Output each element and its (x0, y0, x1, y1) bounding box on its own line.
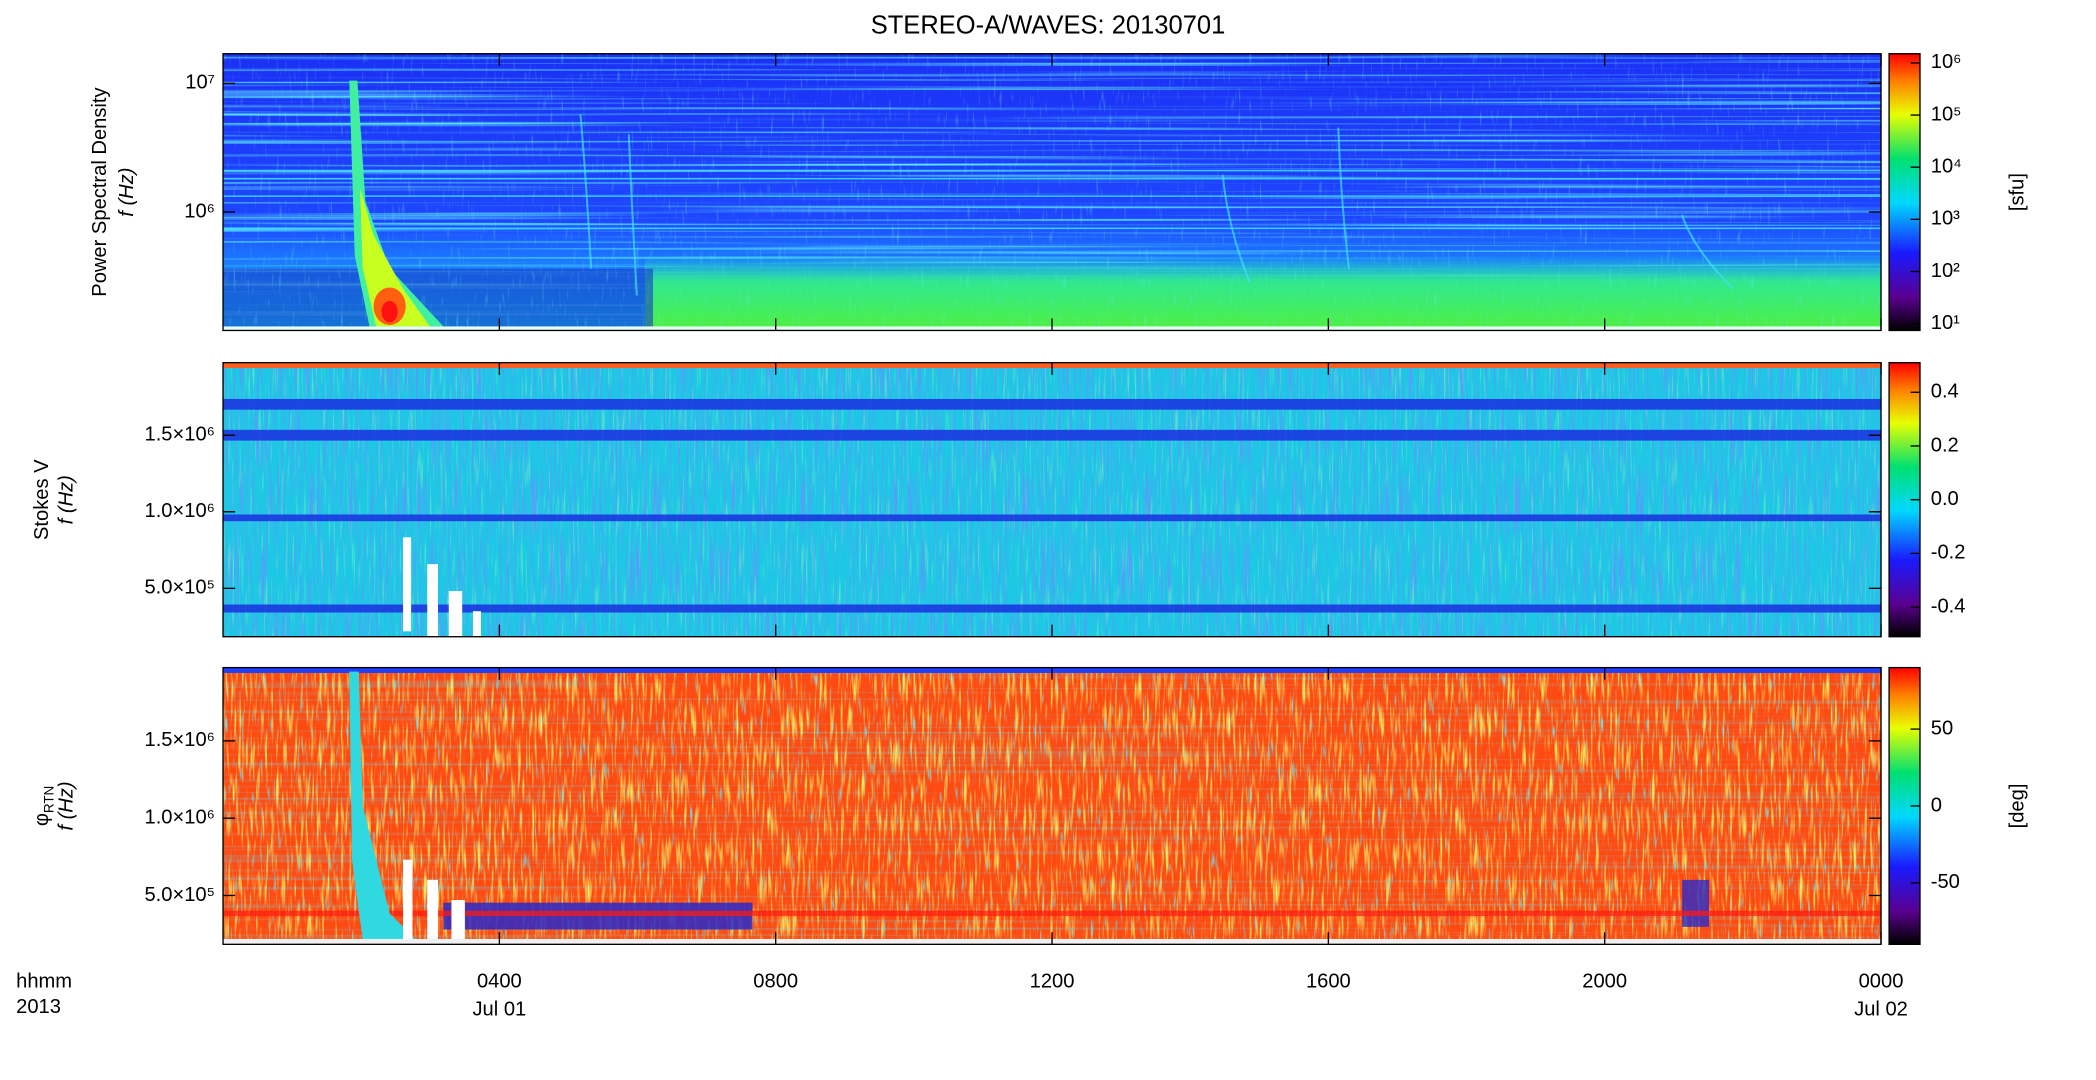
quantity: Stokes V (31, 459, 53, 540)
quantity: Power Spectral Density (89, 87, 111, 297)
x-tick-label: 0400 (477, 970, 522, 992)
y-axis-quantity: Power Spectral Density (89, 87, 111, 297)
spectrogram-phi (223, 667, 1882, 945)
y-axis-quantity: Stokes V (31, 459, 53, 540)
colorbar-tick-label: 10³ (1931, 208, 1960, 230)
x-tick-label: 0800 (753, 970, 798, 992)
colorbar-tick-label: 10⁴ (1931, 156, 1962, 178)
colorbar-tick-label: 0.0 (1931, 488, 1959, 510)
y-tick-label: 5.0×10⁵ (144, 884, 215, 906)
colorbar-tick-label: -0.2 (1931, 542, 1966, 564)
y-tick-label: 5.0×10⁵ (144, 577, 215, 599)
x-tick-label-date: Jul 02 (1854, 998, 1908, 1020)
colorbar-tick-label: 10⁶ (1931, 51, 1962, 73)
y-tick-label: 1.5×10⁶ (145, 424, 215, 446)
x-tick-label: 2000 (1582, 970, 1627, 992)
colorbar-tick-label: 10⁵ (1931, 103, 1962, 125)
quantity: φ (31, 813, 53, 826)
y-axis-label: f (Hz) (56, 475, 78, 524)
chart-title: STEREO-A/WAVES: 20130701 (871, 12, 1226, 40)
y-axis-label: f (Hz) (116, 167, 138, 216)
colorbar-label: [deg] (2006, 784, 2028, 829)
y-tick-label: 10⁶ (184, 200, 215, 222)
x-tick-label: 1600 (1306, 970, 1351, 992)
y-tick-label: 10⁷ (185, 72, 215, 94)
colorbar-tick-label: -0.4 (1931, 595, 1966, 617)
colorbar-tick-label: 50 (1931, 717, 1953, 739)
colorbar-label: [sfu] (2006, 173, 2028, 211)
x-tick-label-date: Jul 01 (472, 998, 526, 1020)
quantity-subscript: RTN (41, 786, 56, 813)
y-axis-label: f (Hz) (56, 781, 78, 830)
y-tick-label: 1.0×10⁶ (145, 807, 215, 829)
colorbar-tick-label: -50 (1931, 871, 1960, 893)
colorbar-tick-label: 10¹ (1931, 312, 1960, 334)
colorbar (1888, 53, 1921, 332)
spectrogram-psd (223, 53, 1882, 331)
x-axis-label: hhmm (16, 970, 72, 992)
x-axis-label-year: 2013 (16, 996, 61, 1018)
colorbar-tick-label: 10² (1931, 260, 1960, 282)
y-tick-label: 1.5×10⁶ (145, 729, 215, 751)
x-tick-label: 0000 (1859, 970, 1904, 992)
y-tick-label: 1.0×10⁶ (145, 500, 215, 522)
spectrogram-stokes-v (223, 362, 1882, 637)
colorbar-tick-label: 0 (1931, 794, 1942, 816)
x-tick-label: 1200 (1030, 970, 1075, 992)
y-axis-quantity: φRTN (31, 786, 56, 826)
colorbar-tick-label: 0.4 (1931, 381, 1959, 403)
colorbar-tick-label: 0.2 (1931, 434, 1959, 456)
